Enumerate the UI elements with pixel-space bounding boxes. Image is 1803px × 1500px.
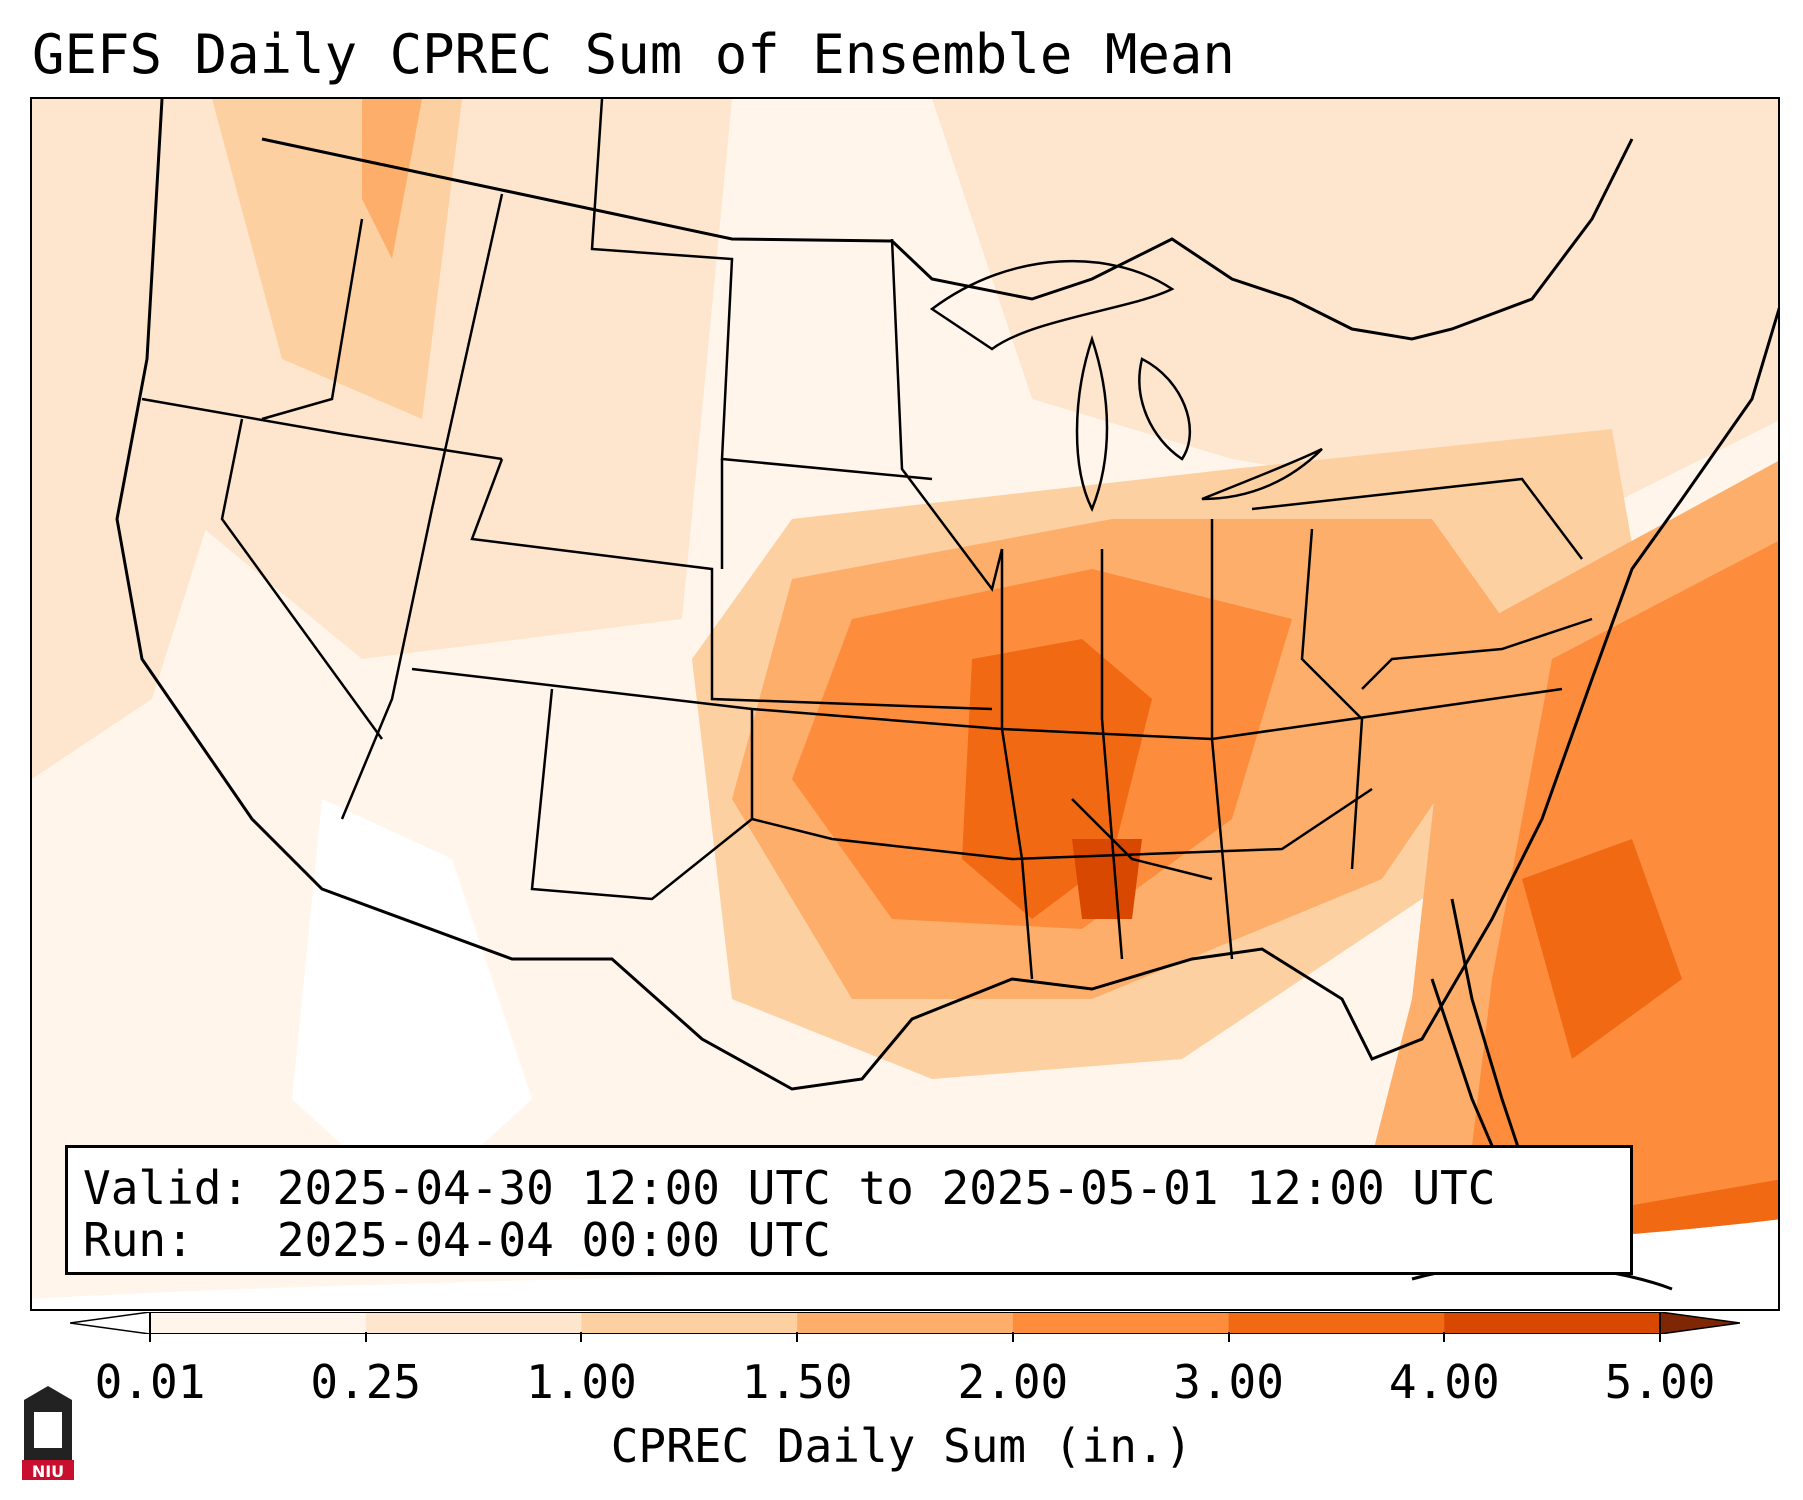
colorbar-tick	[364, 1332, 367, 1342]
border-mo-ar	[1000, 549, 1034, 980]
colorbar-tick-label: 3.00	[1173, 1355, 1284, 1409]
coastline	[115, 99, 1778, 1091]
lake-huron	[1138, 357, 1192, 461]
border-az-nm	[530, 688, 753, 901]
colorbar-title: CPREC Daily Sum (in.)	[610, 1419, 1193, 1473]
logo-roof-icon	[24, 1386, 72, 1400]
colorbar-tick-label: 4.00	[1388, 1355, 1500, 1409]
map-canvas	[32, 99, 1778, 1309]
colorbar-tick	[580, 1332, 583, 1342]
colorbar-frame	[149, 1312, 1661, 1334]
border-mt-nd	[590, 99, 933, 481]
colorbar-tick	[796, 1332, 799, 1342]
field-northeast	[932, 99, 1778, 519]
colorbar-tick	[1011, 1332, 1014, 1342]
border-ca-nv	[220, 418, 384, 740]
lake-michigan	[1075, 335, 1109, 513]
run-time-line: Run: 2025-04-04 00:00 UTC	[83, 1213, 831, 1267]
colorbar-tick	[149, 1332, 151, 1342]
colorbar-segment	[365, 1312, 582, 1334]
niu-logo: NIU	[22, 1386, 74, 1481]
border-il-ms	[1100, 549, 1124, 960]
border-pa-ny	[1251, 477, 1583, 560]
colorbar-segment	[150, 1312, 367, 1334]
border-nc-va	[1361, 617, 1593, 690]
colorbar-tick	[1659, 1332, 1661, 1342]
colorbar-under-arrow	[70, 1312, 151, 1334]
colorbar-tick-label: 1.00	[526, 1355, 637, 1409]
field-atlantic-max	[1522, 839, 1682, 1059]
colorbar-tick-label: 0.25	[310, 1355, 422, 1409]
border-ok-tx	[750, 709, 1373, 861]
colorbar-segment	[1444, 1312, 1661, 1334]
colorbar-segments	[150, 1312, 1661, 1334]
border-oh-ga	[1300, 528, 1364, 870]
map-title: GEFS Daily CPREC Sum of Ensemble Mean	[32, 23, 1235, 86]
field-max-core	[1072, 839, 1142, 919]
border-or-id	[141, 397, 503, 461]
valid-time-line: Valid: 2025-04-30 12:00 UTC to 2025-05-0…	[83, 1161, 1496, 1215]
border-wy-co	[470, 458, 993, 711]
colorbar-tick-label: 0.01	[94, 1355, 206, 1409]
colorbar-tick-label: 5.00	[1604, 1355, 1716, 1409]
state-borders	[141, 99, 1593, 980]
logo-band	[22, 1460, 74, 1480]
colorbar-tick	[1227, 1332, 1230, 1342]
border-in-al	[1210, 519, 1234, 960]
colorbar-tick-label: 1.50	[741, 1355, 853, 1409]
colorbar-over-arrow	[1659, 1312, 1740, 1334]
border-ms-al	[1071, 798, 1213, 881]
colorbar-segment	[1012, 1312, 1230, 1334]
colorbar-segment	[1228, 1312, 1445, 1334]
border-wa-or	[261, 218, 364, 421]
field-pnw-max	[362, 99, 422, 259]
colorbar-tick-label: 2.00	[957, 1355, 1069, 1409]
logo-text: NIU	[32, 1462, 64, 1481]
field-mask-south	[32, 1219, 1778, 1309]
border-mn-ia	[890, 238, 1004, 592]
validity-box: Valid: 2025-04-30 12:00 UTC to 2025-05-0…	[65, 1145, 1633, 1275]
lake-superior	[929, 259, 1175, 351]
northern-border	[261, 137, 1634, 341]
border-id-mt	[340, 193, 504, 820]
colorbar	[70, 1312, 1740, 1334]
lake-erie	[1201, 447, 1323, 501]
colorbar-segment	[581, 1312, 798, 1334]
colorbar-tick	[1443, 1332, 1446, 1342]
colorbar-segment	[797, 1312, 1014, 1334]
precipitation-map	[30, 97, 1780, 1311]
logo-window-icon	[34, 1412, 62, 1448]
